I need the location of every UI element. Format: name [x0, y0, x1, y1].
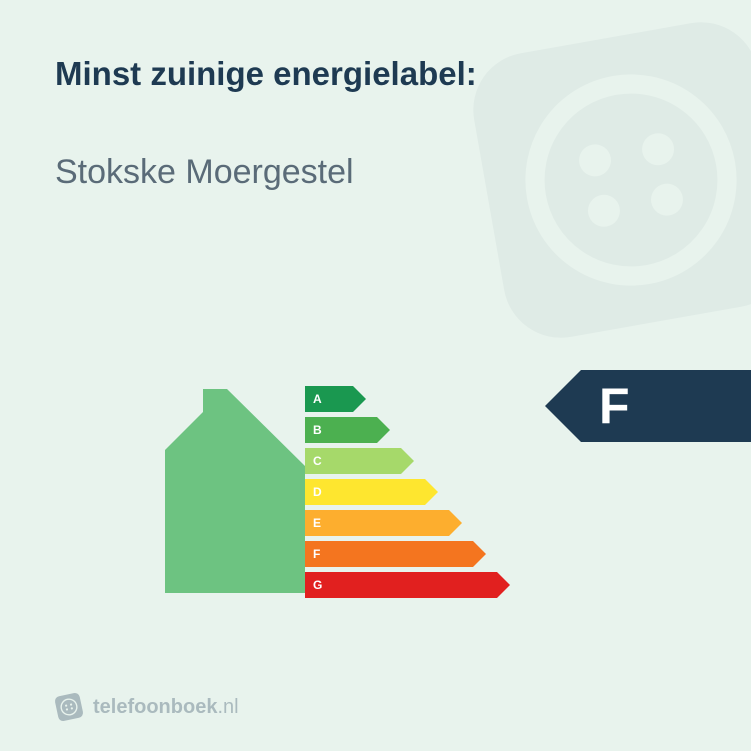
house-icon: [165, 378, 305, 593]
rating-arrow: [545, 370, 581, 442]
rating-letter: F: [599, 377, 630, 435]
bar-arrow-icon: [449, 510, 462, 536]
energy-bar-d: D: [305, 479, 497, 505]
energy-bar-b: B: [305, 417, 497, 443]
bar-letter: D: [313, 485, 322, 499]
bar-letter: A: [313, 392, 322, 406]
energy-bars: A B C D E F G: [305, 386, 497, 603]
bar-arrow-icon: [401, 448, 414, 474]
footer-text: telefoonboek.nl: [93, 696, 239, 719]
bar-body: B: [305, 417, 377, 443]
bar-arrow-icon: [377, 417, 390, 443]
bar-letter: B: [313, 423, 322, 437]
bar-letter: C: [313, 454, 322, 468]
bar-body: C: [305, 448, 401, 474]
page-title: Minst zuinige energielabel:: [55, 55, 696, 93]
rating-badge: F: [545, 370, 751, 442]
rating-body: F: [581, 370, 751, 442]
energy-bar-g: G: [305, 572, 497, 598]
bar-letter: G: [313, 578, 322, 592]
bar-letter: E: [313, 516, 321, 530]
energy-bar-f: F: [305, 541, 497, 567]
bar-arrow-icon: [497, 572, 510, 598]
phone-dial-icon: [52, 690, 85, 723]
energy-bar-c: C: [305, 448, 497, 474]
energy-bar-e: E: [305, 510, 497, 536]
bar-body: G: [305, 572, 497, 598]
bar-body: E: [305, 510, 449, 536]
bar-body: D: [305, 479, 425, 505]
bar-arrow-icon: [425, 479, 438, 505]
energy-bar-a: A: [305, 386, 497, 412]
footer-logo: telefoonboek.nl: [55, 693, 239, 721]
bar-body: F: [305, 541, 473, 567]
bar-arrow-icon: [353, 386, 366, 412]
bar-letter: F: [313, 547, 320, 561]
bar-arrow-icon: [473, 541, 486, 567]
bar-body: A: [305, 386, 353, 412]
subtitle: Stokske Moergestel: [55, 153, 696, 192]
